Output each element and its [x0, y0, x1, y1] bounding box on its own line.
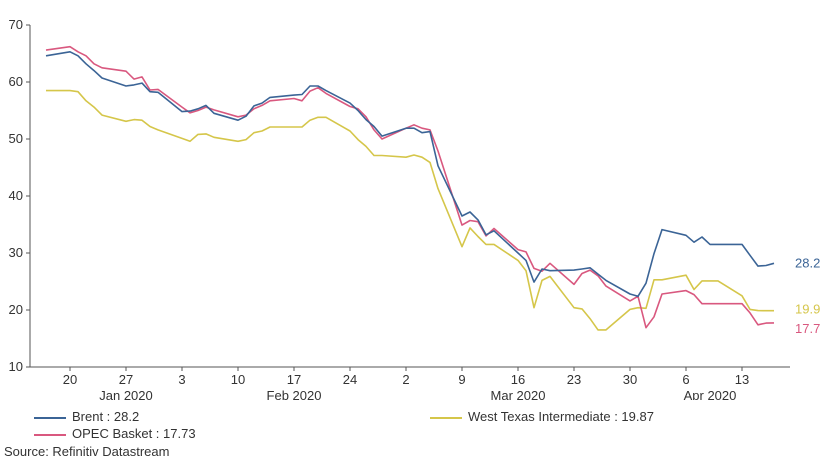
x-month-label: Apr 2020	[684, 388, 737, 400]
y-tick-label: 70	[9, 17, 23, 32]
y-tick-label: 60	[9, 74, 23, 89]
x-month-label: Mar 2020	[491, 388, 546, 400]
x-tick-label: 6	[682, 372, 689, 387]
x-tick-label: 3	[178, 372, 185, 387]
x-tick-label: 10	[231, 372, 245, 387]
legend-label-wti: West Texas Intermediate : 19.87	[468, 409, 654, 424]
legend-item-opec: OPEC Basket : 17.73	[34, 426, 196, 441]
y-tick-label: 30	[9, 245, 23, 260]
x-month-label: Feb 2020	[267, 388, 322, 400]
legend-swatch-wti	[430, 416, 462, 419]
x-tick-label: 16	[511, 372, 525, 387]
x-tick-label: 17	[287, 372, 301, 387]
x-tick-label: 24	[343, 372, 357, 387]
series-line-opec-basket	[45, 45, 775, 329]
x-tick-label: 27	[119, 372, 133, 387]
x-tick-label: 23	[567, 372, 581, 387]
end-value-label-brent: 28.2	[795, 255, 820, 270]
end-value-label-west-texas-intermediate: 19.9	[795, 302, 820, 317]
x-tick-label: 9	[458, 372, 465, 387]
x-month-label: Jan 2020	[99, 388, 153, 400]
y-tick-label: 50	[9, 131, 23, 146]
x-tick-label: 13	[735, 372, 749, 387]
x-tick-label: 30	[623, 372, 637, 387]
legend-swatch-brent	[34, 416, 66, 419]
oil-price-line-chart: 10 20 30 40 50 60 70 20 27 3 10 17 24 2 9 16 23 30 6 13 Jan …	[9, 17, 821, 400]
legend-label-opec: OPEC Basket : 17.73	[72, 426, 196, 441]
y-tick-label: 20	[9, 302, 23, 317]
legend-item-brent: Brent : 28.2	[34, 409, 139, 424]
series-line-brent	[45, 51, 775, 298]
y-tick-label: 40	[9, 188, 23, 203]
legend-label-brent: Brent : 28.2	[72, 409, 140, 424]
end-value-label-opec-basket: 17.7	[795, 321, 820, 336]
x-tick-label: 2	[402, 372, 409, 387]
y-tick-label: 10	[9, 359, 23, 374]
series-line-west-texas-intermediate	[46, 89, 774, 331]
x-tick-label: 20	[63, 372, 77, 387]
source-note: Source: Refinitiv Datastream	[4, 444, 170, 459]
legend-swatch-opec	[34, 433, 66, 436]
legend-item-wti: West Texas Intermediate : 19.87	[430, 409, 654, 424]
